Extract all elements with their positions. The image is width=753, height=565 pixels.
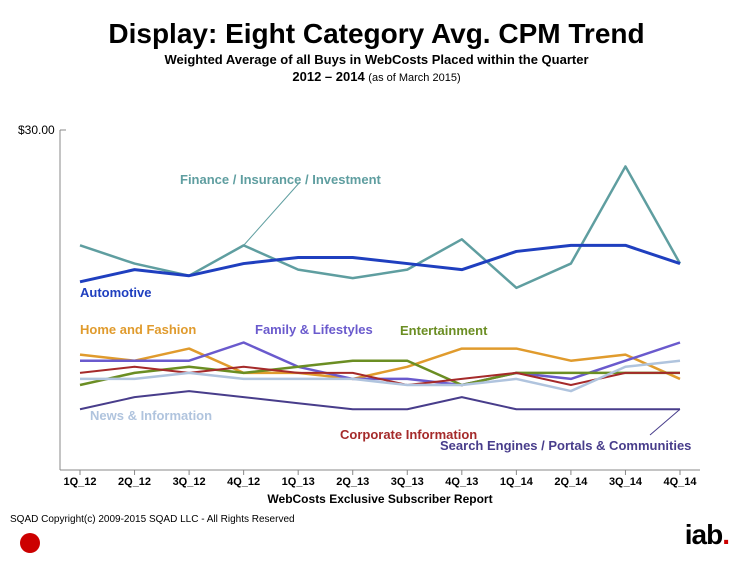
- series-label-home: Home and Fashion: [80, 322, 196, 337]
- chart-subtitle2: 2012 – 2014 (as of March 2015): [0, 69, 753, 84]
- x-tick-label: 2Q_12: [118, 476, 151, 488]
- x-tick-label: 4Q_14: [663, 476, 696, 488]
- series-label-automotive: Automotive: [80, 285, 152, 300]
- series-label-finance: Finance / Insurance / Investment: [180, 172, 381, 187]
- copyright-text: SQAD Copyright(c) 2009-2015 SQAD LLC - A…: [10, 514, 295, 525]
- iab-logo-dot-icon: .: [722, 519, 729, 550]
- chart-subtitle: Weighted Average of all Buys in WebCosts…: [0, 52, 753, 67]
- series-label-news: News & Information: [90, 408, 212, 423]
- iab-logo-text: iab: [685, 519, 722, 550]
- x-tick-label: 2Q_14: [554, 476, 587, 488]
- x-axis-title: WebCosts Exclusive Subscriber Report: [267, 492, 492, 506]
- record-indicator-icon: [20, 533, 40, 553]
- x-tick-label: 2Q_13: [336, 476, 369, 488]
- y-tick-label: $30.00: [18, 123, 55, 137]
- x-tick-label: 1Q_14: [500, 476, 533, 488]
- x-tick-label: 4Q_13: [445, 476, 478, 488]
- line-chart: WebCosts Exclusive Subscriber Report $30…: [60, 130, 700, 470]
- x-tick-label: 4Q_12: [227, 476, 260, 488]
- as-of-note: (as of March 2015): [368, 72, 460, 84]
- x-tick-label: 1Q_13: [282, 476, 315, 488]
- series-label-search: Search Engines / Portals & Communities: [440, 438, 691, 453]
- series-label-entertain: Entertainment: [400, 323, 487, 338]
- x-tick-label: 3Q_12: [173, 476, 206, 488]
- x-tick-label: 3Q_14: [609, 476, 642, 488]
- chart-title: Display: Eight Category Avg. CPM Trend: [0, 18, 753, 50]
- date-range: 2012 – 2014: [292, 69, 364, 84]
- x-tick-label: 3Q_13: [391, 476, 424, 488]
- iab-logo: iab.: [685, 519, 729, 551]
- series-label-family: Family & Lifestyles: [255, 322, 373, 337]
- x-tick-label: 1Q_12: [63, 476, 96, 488]
